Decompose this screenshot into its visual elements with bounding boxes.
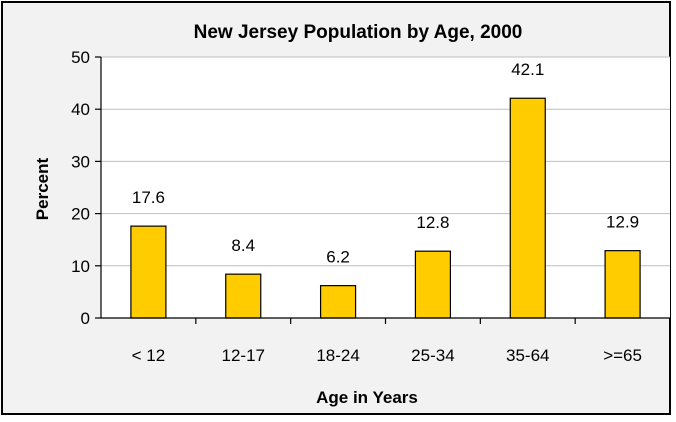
x-axis-ticks: < 12 12-17 18-24 25-34 35-64 >=65	[132, 318, 642, 365]
chart-title: New Jersey Population by Age, 2000	[194, 22, 523, 43]
bar-2	[319, 285, 357, 319]
x-tick-label-3: 25-34	[411, 346, 454, 365]
bar-3	[414, 250, 452, 319]
bars	[130, 97, 641, 319]
bar-4	[509, 97, 546, 319]
y-tick-label-0: 0	[81, 309, 90, 328]
gridlines	[101, 56, 670, 267]
plot-area	[101, 57, 670, 318]
y-tick-label-5: 50	[71, 48, 90, 67]
data-label-3: 12.8	[416, 213, 449, 232]
y-tick-label-2: 20	[71, 205, 90, 224]
y-tick-label-3: 30	[71, 152, 90, 171]
y-tick-label-1: 10	[71, 257, 90, 276]
y-tick-label-4: 40	[71, 100, 90, 119]
x-tick-label-1: 12-17	[222, 346, 265, 365]
x-tick-label-5: >=65	[603, 346, 642, 365]
x-axis-label: Age in Years	[316, 388, 418, 407]
data-label-2: 6.2	[326, 248, 350, 267]
data-label-4: 42.1	[511, 60, 544, 79]
bar-0	[130, 225, 167, 319]
x-tick-label-2: 18-24	[316, 346, 359, 365]
data-labels: 17.6 8.4 6.2 12.8 42.1 12.9	[132, 60, 639, 266]
y-axis-label: Percent	[33, 157, 52, 220]
bar-1	[225, 273, 262, 319]
bar-5	[604, 250, 641, 319]
data-label-0: 17.6	[132, 188, 165, 207]
y-axis-ticks: 0 10 20 30 40 50	[71, 48, 101, 328]
bar-chart: New Jersey Population by Age, 2000 Perce…	[33, 22, 670, 407]
data-label-1: 8.4	[231, 236, 255, 255]
x-tick-label-0: < 12	[132, 346, 166, 365]
x-tick-label-4: 35-64	[506, 346, 549, 365]
chart-frame: New Jersey Population by Age, 2000 Perce…	[1, 1, 671, 415]
data-label-5: 12.9	[606, 213, 639, 232]
